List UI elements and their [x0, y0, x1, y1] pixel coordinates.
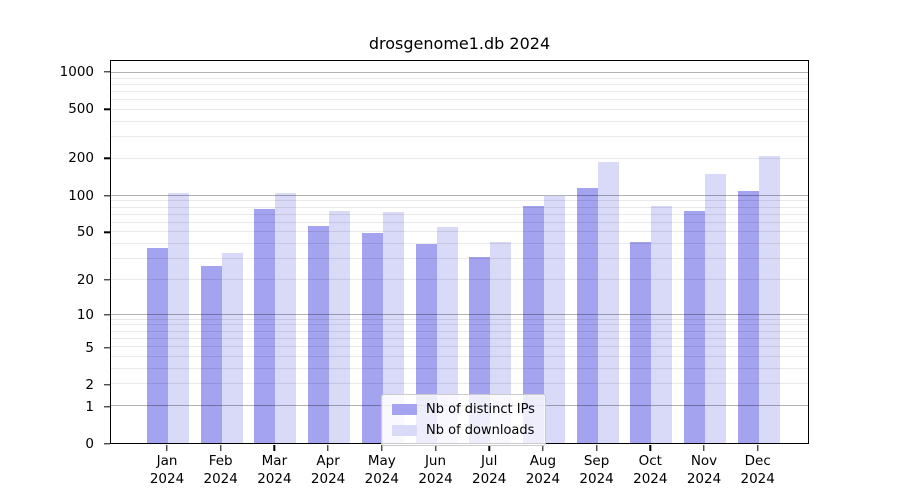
y-tick-mark-20	[104, 279, 110, 281]
bar-distinct-ips-sep	[576, 188, 598, 443]
bar-downloads-dec	[758, 156, 780, 443]
y-tick-mark-200	[104, 157, 110, 160]
bar-distinct-ips-oct	[630, 241, 652, 443]
legend-item-downloads: Nb of downloads	[392, 423, 535, 438]
x-tick-label-nov: Nov 2024	[686, 453, 722, 487]
y-tick-label-500: 500	[68, 101, 94, 118]
y-tick-mark-100	[104, 194, 110, 197]
bar-downloads-may	[382, 211, 404, 443]
bar-downloads-apr	[329, 211, 351, 443]
x-tick-mark-dec	[756, 445, 759, 451]
y-tick-label-2: 2	[85, 376, 94, 393]
legend-label-downloads: Nb of downloads	[426, 423, 535, 438]
y-tick-mark-50	[104, 231, 110, 233]
bar-downloads-mar	[275, 193, 297, 443]
bar-distinct-ips-jun	[415, 244, 437, 443]
bar-distinct-ips-may	[361, 233, 383, 443]
x-tick-label-apr: Apr 2024	[310, 453, 346, 487]
legend-item-distinct-ips: Nb of distinct IPs	[392, 402, 535, 417]
bar-distinct-ips-dec	[737, 190, 759, 443]
legend-swatch-downloads-icon	[392, 425, 417, 436]
bar-distinct-ips-jan	[147, 248, 168, 443]
y-tick-label-5: 5	[85, 339, 94, 356]
x-tick-label-dec: Dec 2024	[740, 453, 775, 487]
y-tick-mark-500	[104, 108, 110, 110]
y-tick-mark-5	[104, 346, 110, 349]
x-tick-label-oct: Oct 2024	[633, 453, 668, 487]
y-tick-label-0: 0	[85, 436, 94, 452]
y-tick-mark-1000	[104, 71, 110, 73]
bar-distinct-ips-mar	[254, 208, 276, 443]
bar-downloads-jan	[168, 193, 189, 443]
bar-distinct-ips-feb	[200, 266, 222, 443]
bar-distinct-ips-nov	[684, 211, 705, 443]
y-axis: 0 1 2 5 10 20 50 100 200 500 1000	[0, 60, 110, 452]
y-tick-label-20: 20	[76, 272, 94, 289]
y-tick-label-10: 10	[76, 306, 94, 323]
bar-downloads-feb	[221, 252, 243, 443]
y-tick-label-1000: 1000	[59, 64, 94, 80]
x-tick-label-jun: Jun 2024	[418, 453, 453, 487]
y-tick-mark-1	[104, 405, 110, 408]
x-tick-mark-sep	[595, 445, 598, 451]
x-tick-mark-feb	[219, 445, 222, 451]
y-tick-label-50: 50	[76, 224, 94, 241]
bar-distinct-ips-aug	[522, 205, 544, 443]
x-tick-mark-oct	[649, 445, 651, 451]
y-tick-mark-10	[104, 314, 110, 316]
x-tick-label-aug: Aug 2024	[525, 453, 561, 487]
bar-downloads-jul	[490, 241, 512, 443]
bar-downloads-sep	[597, 161, 619, 443]
bars-layer	[111, 61, 808, 443]
chart-title: drosgenome1.db 2024	[368, 34, 551, 53]
bar-downloads-jun	[436, 227, 458, 443]
legend-swatch-distinct-ips-icon	[392, 404, 417, 415]
x-tick-mark-jul	[488, 445, 490, 451]
x-tick-mark-nov	[703, 445, 705, 451]
x-tick-mark-jun	[434, 445, 437, 451]
y-tick-mark-2	[104, 384, 110, 386]
x-tick-label-sep: Sep 2024	[579, 453, 614, 487]
x-tick-label-may: May 2024	[364, 453, 399, 487]
legend: Nb of distinct IPs Nb of downloads	[381, 394, 546, 446]
x-tick-label-mar: Mar 2024	[257, 453, 292, 487]
bar-downloads-nov	[705, 174, 726, 443]
x-tick-mark-aug	[542, 445, 544, 451]
y-tick-label-1: 1	[85, 398, 94, 415]
x-tick-mark-apr	[327, 445, 329, 451]
bar-downloads-aug	[543, 195, 565, 443]
bar-distinct-ips-apr	[308, 225, 330, 443]
x-tick-mark-may	[381, 445, 383, 451]
x-tick-label-jul: Jul 2024	[472, 453, 507, 487]
x-tick-mark-mar	[273, 445, 276, 451]
bar-downloads-oct	[651, 206, 673, 443]
x-tick-label-jan: Jan 2024	[149, 453, 185, 487]
y-tick-label-100: 100	[68, 187, 94, 204]
legend-label-distinct-ips: Nb of distinct IPs	[426, 402, 535, 417]
x-tick-label-feb: Feb 2024	[203, 453, 238, 487]
x-tick-mark-jan	[166, 445, 168, 451]
y-tick-label-200: 200	[68, 150, 94, 167]
x-axis: Jan 2024 Feb 2024 Mar 2024 Apr 2024 May 2024 Jun 20…	[110, 444, 809, 498]
plot-area: Nb of distinct IPs Nb of downloads	[110, 60, 809, 446]
y-tick-mark-0	[104, 443, 110, 445]
